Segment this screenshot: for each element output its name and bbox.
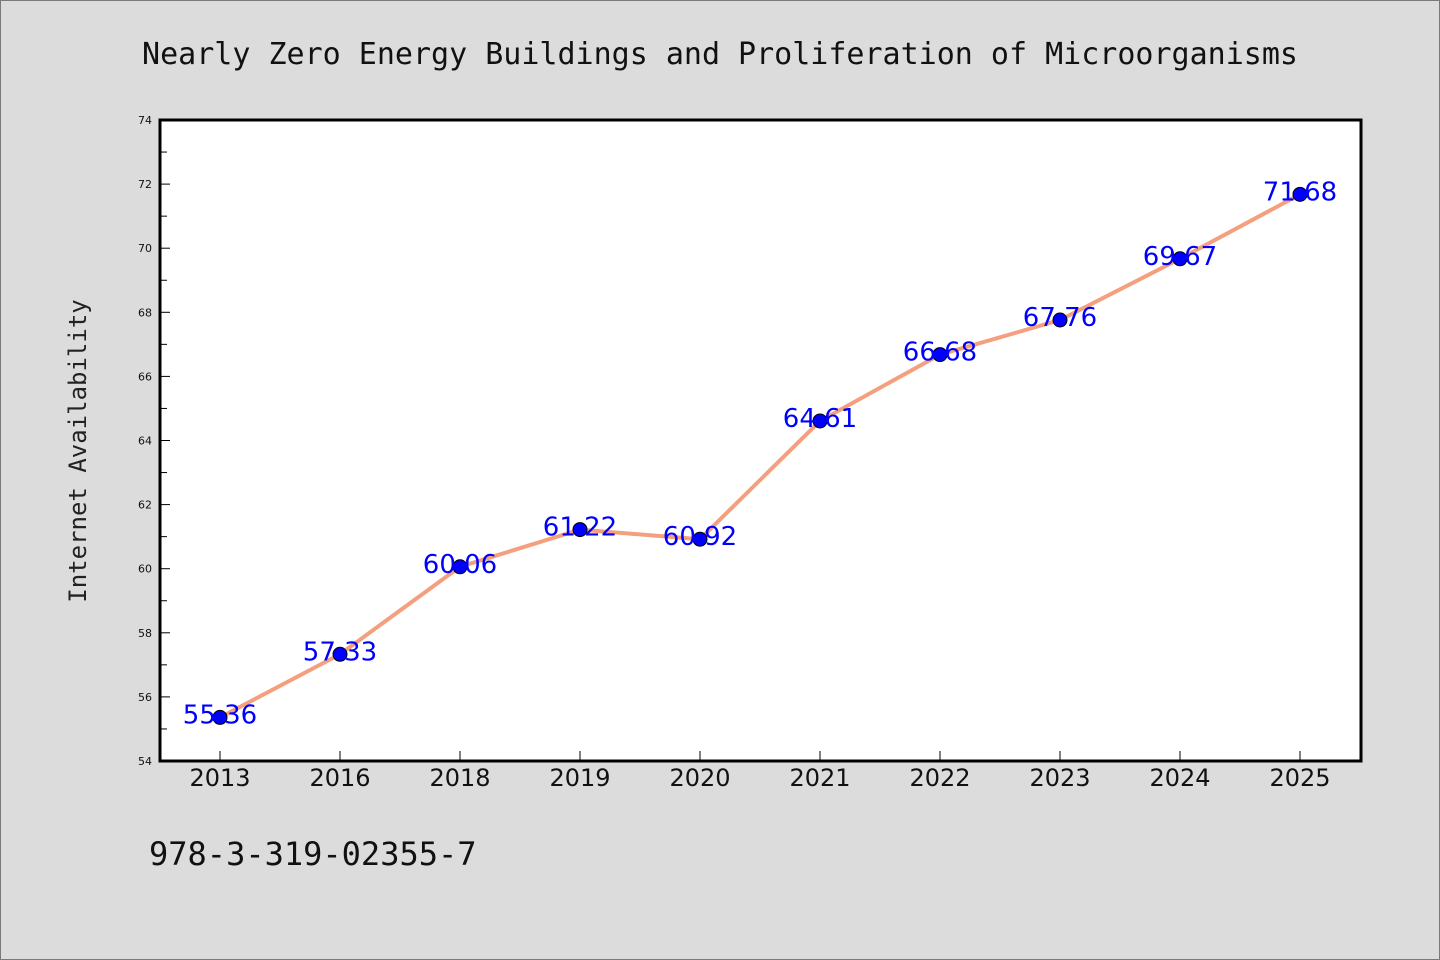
x-tick-label: 2018 bbox=[429, 764, 490, 792]
isbn-footer: 978-3-319-02355-7 bbox=[149, 835, 477, 873]
plot-frame bbox=[158, 118, 1363, 763]
data-point bbox=[692, 531, 708, 547]
chart-title: Nearly Zero Energy Buildings and Prolife… bbox=[142, 37, 1298, 72]
x-tick-label: 2022 bbox=[909, 764, 970, 792]
x-tick-label: 2019 bbox=[549, 764, 610, 792]
data-label: 60.92 bbox=[663, 522, 737, 552]
y-tick-label: 64 bbox=[138, 435, 152, 448]
data-label: 61.22 bbox=[543, 513, 617, 543]
y-tick-label: 74 bbox=[138, 114, 152, 127]
y-tick-label: 70 bbox=[138, 242, 152, 255]
y-axis-label: Internet Availability bbox=[64, 299, 92, 602]
x-tick-label: 2023 bbox=[1029, 764, 1090, 792]
y-tick-label: 68 bbox=[138, 306, 152, 319]
data-point bbox=[572, 522, 588, 538]
y-tick-label: 56 bbox=[138, 691, 152, 704]
data-point bbox=[332, 646, 348, 662]
y-tick-label: 72 bbox=[138, 178, 152, 191]
x-tick-label: 2020 bbox=[669, 764, 730, 792]
plot-area bbox=[160, 120, 1361, 761]
x-tick-label: 2024 bbox=[1149, 764, 1210, 792]
data-label: 66.68 bbox=[903, 338, 977, 368]
x-tick-label: 2025 bbox=[1269, 764, 1330, 792]
y-tick-label: 58 bbox=[138, 627, 152, 640]
data-point bbox=[1292, 186, 1308, 202]
data-point bbox=[1172, 251, 1188, 267]
data-point bbox=[1052, 312, 1068, 328]
x-tick-label: 2016 bbox=[309, 764, 370, 792]
data-label: 64.61 bbox=[783, 404, 857, 434]
y-tick-label: 62 bbox=[138, 499, 152, 512]
x-axis: 2013 2016 2018 2019 2020 2021 2022 2023 2024 2025 bbox=[189, 751, 1331, 792]
data-point bbox=[452, 559, 468, 575]
data-label: 69.67 bbox=[1143, 242, 1217, 272]
series-line bbox=[218, 192, 1302, 720]
data-point bbox=[212, 709, 228, 725]
data-label: 55.36 bbox=[183, 700, 257, 730]
x-tick-label: 2021 bbox=[789, 764, 850, 792]
data-series: 55.36 57.33 60.06 61.22 60.92 64.61 66.68 67.76… bbox=[183, 177, 1337, 730]
y-tick-label: 60 bbox=[138, 563, 152, 576]
y-tick-label: 66 bbox=[138, 370, 152, 383]
data-label: 71.68 bbox=[1263, 177, 1337, 207]
data-label: 60.06 bbox=[423, 550, 497, 580]
x-tick-label: 2013 bbox=[189, 764, 250, 792]
data-point bbox=[812, 413, 828, 429]
y-tick-label: 54 bbox=[138, 755, 152, 768]
data-point bbox=[932, 347, 948, 363]
data-label: 57.33 bbox=[303, 637, 377, 667]
y-axis: 54 56 58 60 62 64 66 68 70 72 74 bbox=[138, 114, 170, 768]
data-label: 67.76 bbox=[1023, 303, 1097, 333]
